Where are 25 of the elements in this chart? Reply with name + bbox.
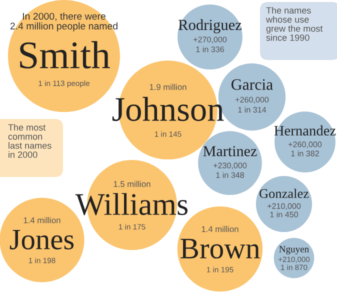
category-label: Nguyen <box>279 246 309 254</box>
category-label: Martinez <box>203 146 257 156</box>
data-label: 1 in 348 <box>216 172 244 178</box>
data-label: 1 in 336 <box>196 46 224 52</box>
data-label: 1 in 382 <box>291 150 319 156</box>
category-label: Garcia <box>232 79 273 90</box>
text: The most common last names in 2000 <box>8 124 52 158</box>
category-label: Hernandez <box>274 125 336 136</box>
text: +210,000 <box>267 203 301 210</box>
category-label: Rodriguez <box>178 19 242 34</box>
text: 1.9 million <box>150 84 186 90</box>
text: +270,000 <box>193 36 227 44</box>
text: 1.4 million <box>202 226 238 232</box>
text: 1.4 million <box>24 217 60 224</box>
text: +260,000 <box>288 142 322 148</box>
data-label: 1 in 314 <box>238 106 266 113</box>
category-label: Smith <box>20 41 110 69</box>
text: +260,000 <box>235 96 269 104</box>
text: +230,000 <box>213 162 247 170</box>
category-label: Brown <box>180 238 260 259</box>
category-label: Jones <box>10 230 74 250</box>
data-label: 1 in 450 <box>270 211 298 218</box>
category-label: Gonzalez <box>260 188 309 198</box>
text: 1.5 million <box>114 180 150 187</box>
text: The names whose use grew the most since 1990 <box>266 7 323 41</box>
